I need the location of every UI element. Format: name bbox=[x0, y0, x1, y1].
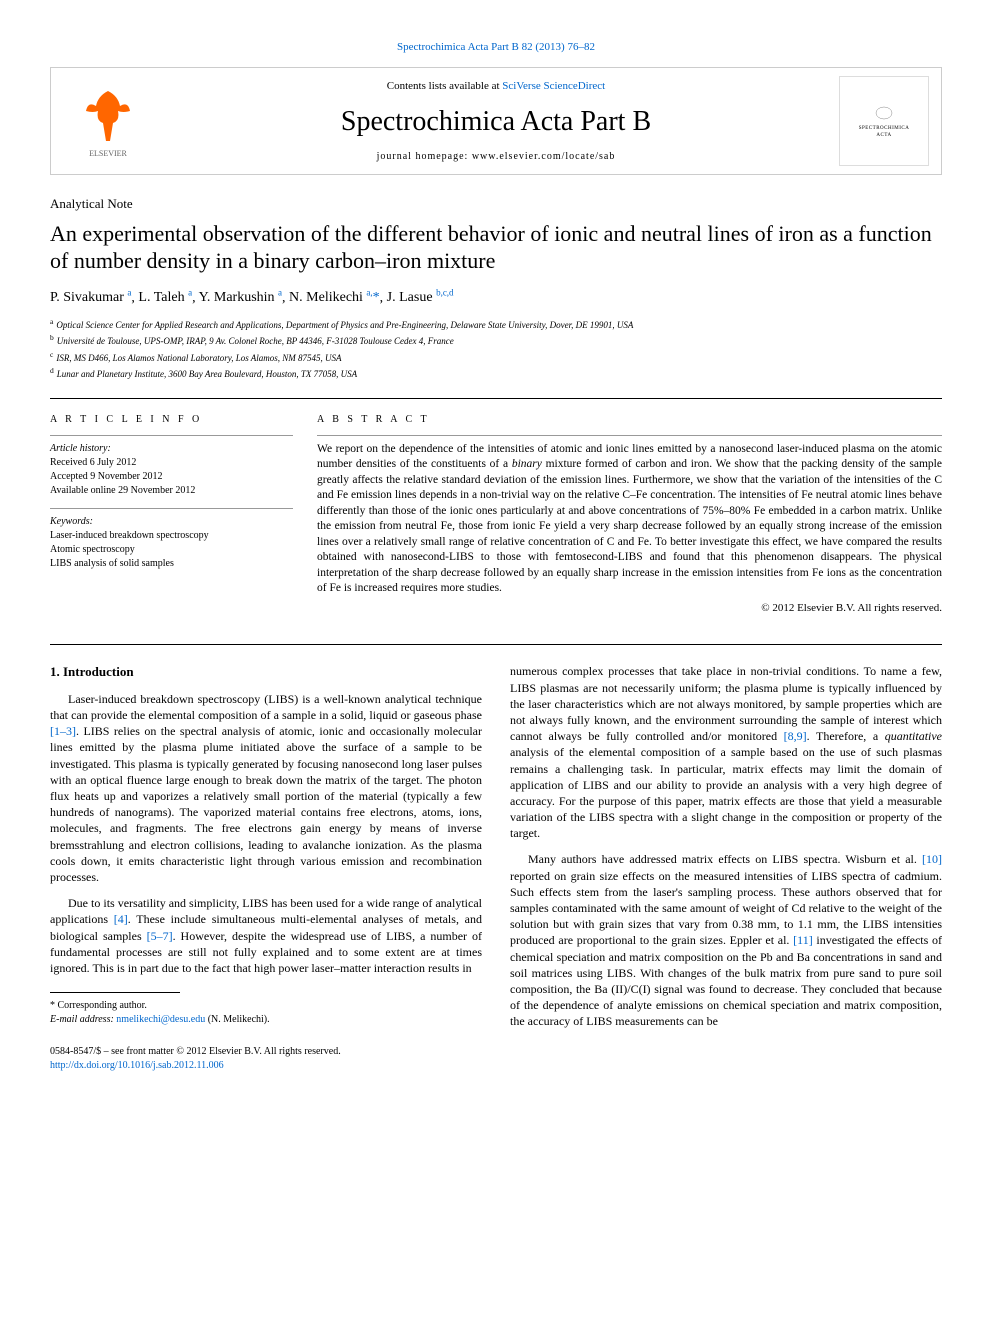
article-info-label: A R T I C L E I N F O bbox=[50, 413, 293, 427]
author-5: J. Lasue b,c,d bbox=[387, 290, 454, 305]
journal-cover-thumb: SPECTROCHIMICA ACTA bbox=[839, 76, 929, 166]
email-name: (N. Melikechi). bbox=[205, 1014, 269, 1025]
footnote-rule bbox=[50, 992, 180, 993]
corresponding-author-footnote: * Corresponding author. E-mail address: … bbox=[50, 999, 482, 1027]
history-accepted: Accepted 9 November 2012 bbox=[50, 470, 293, 484]
affil-link-bcd[interactable]: b,c,d bbox=[436, 288, 454, 298]
cover-text-top: SPECTROCHIMICA bbox=[859, 125, 910, 132]
contents-prefix: Contents lists available at bbox=[387, 80, 502, 92]
keyword-2: Atomic spectroscopy bbox=[50, 543, 293, 557]
body-columns: 1. Introduction Laser-induced breakdown … bbox=[50, 663, 942, 1072]
sciencedirect-link[interactable]: SciVerse ScienceDirect bbox=[502, 80, 605, 92]
affil-link-a[interactable]: a bbox=[188, 288, 192, 298]
body-paragraph: Laser-induced breakdown spectroscopy (LI… bbox=[50, 691, 482, 885]
author-3: Y. Markushin a bbox=[199, 290, 282, 305]
doi-link[interactable]: http://dx.doi.org/10.1016/j.sab.2012.11.… bbox=[50, 1060, 224, 1071]
keywords-block: Keywords: Laser-induced breakdown spectr… bbox=[50, 508, 293, 571]
abstract-copyright: © 2012 Elsevier B.V. All rights reserved… bbox=[317, 601, 942, 616]
history-online: Available online 29 November 2012 bbox=[50, 484, 293, 498]
affiliation-d: dLunar and Planetary Institute, 3600 Bay… bbox=[50, 365, 942, 382]
journal-title: Spectrochimica Acta Part B bbox=[153, 102, 839, 141]
abstract-label: A B S T R A C T bbox=[317, 413, 942, 427]
body-paragraph: Due to its versatility and simplicity, L… bbox=[50, 895, 482, 976]
email-label: E-mail address: bbox=[50, 1014, 116, 1025]
author-2: L. Taleh a bbox=[138, 290, 192, 305]
affiliation-c: cISR, MS D466, Los Alamos National Labor… bbox=[50, 349, 942, 366]
cover-crest-icon bbox=[869, 103, 899, 123]
journal-homepage: journal homepage: www.elsevier.com/locat… bbox=[153, 150, 839, 164]
affiliations: aOptical Science Center for Applied Rese… bbox=[50, 316, 942, 382]
body-right-column: numerous complex processes that take pla… bbox=[510, 663, 942, 1072]
author-1: P. Sivakumar a bbox=[50, 290, 131, 305]
history-label: Article history: bbox=[50, 442, 293, 456]
body-paragraph: numerous complex processes that take pla… bbox=[510, 663, 942, 841]
ref-link[interactable]: [4] bbox=[114, 912, 128, 926]
body-left-column: 1. Introduction Laser-induced breakdown … bbox=[50, 663, 482, 1072]
keyword-3: LIBS analysis of solid samples bbox=[50, 557, 293, 571]
cover-text-bottom: ACTA bbox=[876, 132, 891, 139]
affil-link-a[interactable]: a bbox=[278, 288, 282, 298]
email-link[interactable]: nmelikechi@desu.edu bbox=[116, 1014, 205, 1025]
affiliation-b: bUniversité de Toulouse, UPS-OMP, IRAP, … bbox=[50, 332, 942, 349]
citation-link[interactable]: Spectrochimica Acta Part B 82 (2013) 76–… bbox=[397, 41, 595, 53]
elsevier-tree-icon: ELSEVIER bbox=[68, 81, 148, 161]
history-received: Received 6 July 2012 bbox=[50, 456, 293, 470]
author-list: P. Sivakumar a, L. Taleh a, Y. Markushin… bbox=[50, 287, 942, 308]
section-heading: 1. Introduction bbox=[50, 663, 482, 681]
ref-link[interactable]: [8,9] bbox=[784, 729, 807, 743]
ref-link[interactable]: [10] bbox=[922, 852, 942, 866]
ref-link[interactable]: [11] bbox=[793, 933, 813, 947]
article-history: Article history: Received 6 July 2012 Ac… bbox=[50, 435, 293, 498]
article-info-column: A R T I C L E I N F O Article history: R… bbox=[50, 413, 293, 627]
affil-link-a[interactable]: a bbox=[127, 288, 131, 298]
article-type: Analytical Note bbox=[50, 195, 942, 213]
affiliation-a: aOptical Science Center for Applied Rese… bbox=[50, 316, 942, 333]
info-abstract-row: A R T I C L E I N F O Article history: R… bbox=[50, 398, 942, 627]
abstract-column: A B S T R A C T We report on the depende… bbox=[317, 413, 942, 627]
ref-link[interactable]: [5–7] bbox=[147, 929, 173, 943]
section-divider bbox=[50, 644, 942, 645]
citation-header: Spectrochimica Acta Part B 82 (2013) 76–… bbox=[50, 40, 942, 55]
article-title: An experimental observation of the diffe… bbox=[50, 220, 942, 275]
svg-text:ELSEVIER: ELSEVIER bbox=[89, 149, 127, 158]
contents-line: Contents lists available at SciVerse Sci… bbox=[153, 79, 839, 94]
author-4: N. Melikechi a,* bbox=[289, 290, 380, 305]
ref-link[interactable]: [1–3] bbox=[50, 724, 76, 738]
body-paragraph: Many authors have addressed matrix effec… bbox=[510, 851, 942, 1029]
abstract-text: We report on the dependence of the inten… bbox=[317, 442, 942, 597]
homepage-url: www.elsevier.com/locate/sab bbox=[472, 151, 616, 162]
journal-header-center: Contents lists available at SciVerse Sci… bbox=[153, 79, 839, 164]
homepage-label: journal homepage: bbox=[377, 151, 472, 162]
journal-header-box: ELSEVIER Contents lists available at Sci… bbox=[50, 67, 942, 175]
issn-line: 0584-8547/$ – see front matter © 2012 El… bbox=[50, 1045, 482, 1059]
publisher-logo: ELSEVIER bbox=[63, 76, 153, 166]
keyword-1: Laser-induced breakdown spectroscopy bbox=[50, 529, 293, 543]
footer-meta: 0584-8547/$ – see front matter © 2012 El… bbox=[50, 1045, 482, 1072]
corr-label: * Corresponding author. bbox=[50, 999, 482, 1013]
corr-author-link[interactable]: * bbox=[373, 290, 380, 305]
keywords-label: Keywords: bbox=[50, 515, 293, 529]
